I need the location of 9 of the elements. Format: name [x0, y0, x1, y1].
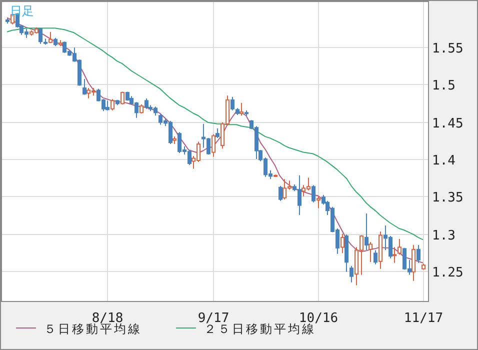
y-tick-label: 1.25	[432, 266, 464, 280]
legend-label: ５日移動平均線	[44, 322, 142, 336]
x-tick-label: 11/17	[404, 311, 444, 326]
y-tick-label: 1.55	[432, 42, 464, 56]
y-tick-label: 1.35	[432, 190, 464, 206]
y-tick-label: 1.4	[432, 154, 456, 168]
y-tick-label: 1.5	[432, 78, 456, 94]
y-tick-label: 1.45	[432, 116, 464, 132]
y-tick-label: 1.3	[432, 228, 456, 244]
